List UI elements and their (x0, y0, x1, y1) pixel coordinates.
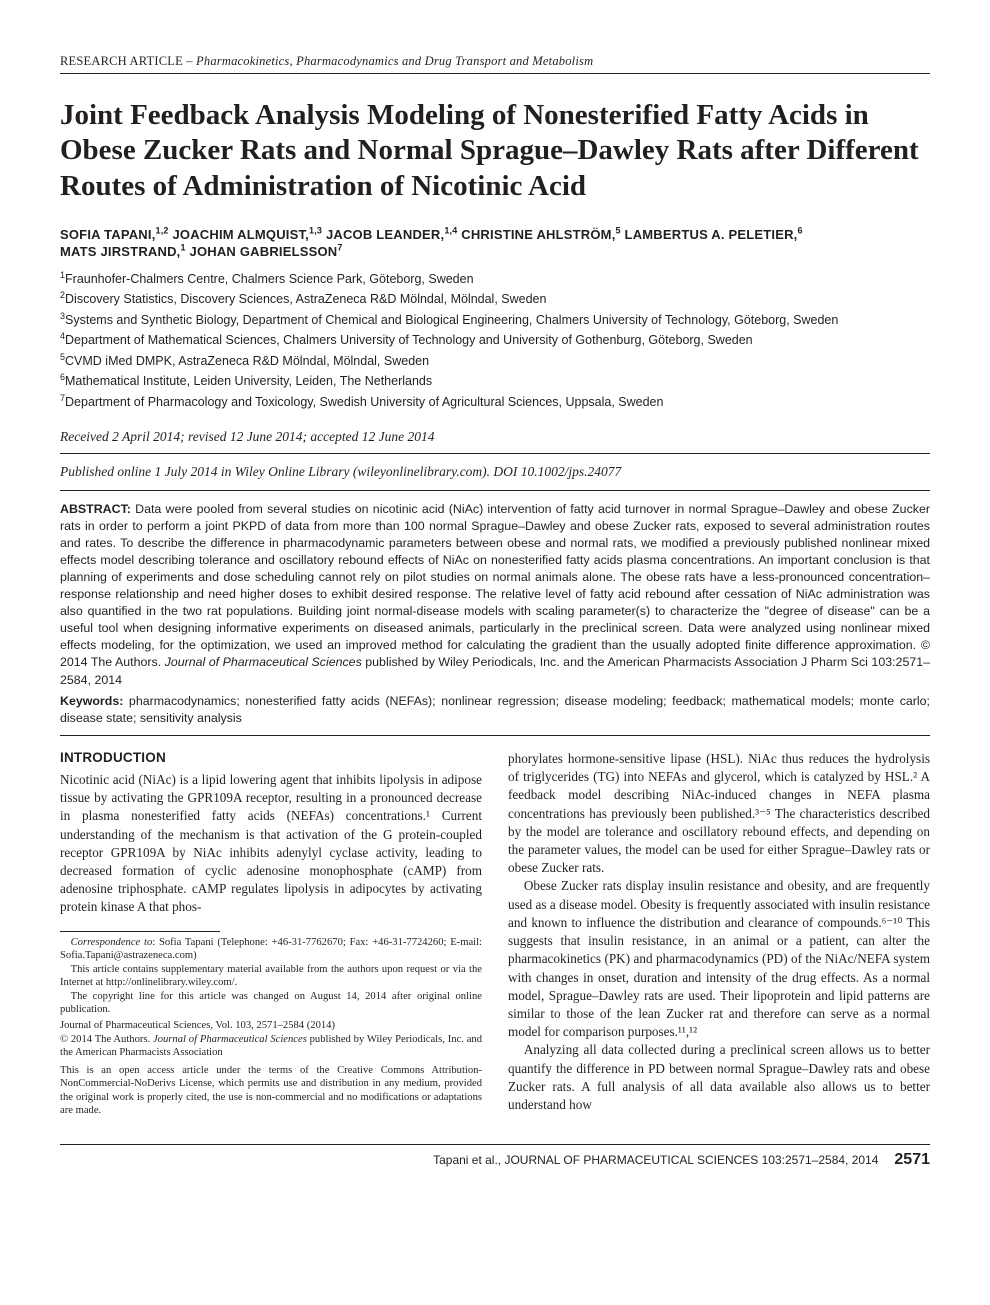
keywords-label: Keywords: (60, 694, 123, 708)
paragraph: Nicotinic acid (NiAc) is a lipid lowerin… (60, 771, 482, 917)
abstract: ABSTRACT: Data were pooled from several … (60, 501, 930, 689)
author: JACOB LEANDER,1,4 (326, 227, 458, 242)
paragraph: Analyzing all data collected during a pr… (508, 1041, 930, 1114)
two-column-body: INTRODUCTION Nicotinic acid (NiAc) is a … (60, 750, 930, 1118)
paragraph: Obese Zucker rats display insulin resist… (508, 877, 930, 1041)
publication-line: Published online 1 July 2014 in Wiley On… (60, 464, 930, 480)
footnote: © 2014 The Authors. Journal of Pharmaceu… (60, 1033, 482, 1060)
affiliation-list: 1Fraunhofer-Chalmers Centre, Chalmers Sc… (60, 269, 930, 413)
footer-citation: Tapani et al., JOURNAL OF PHARMACEUTICAL… (433, 1153, 878, 1167)
author: MATS JIRSTRAND,1 (60, 244, 186, 259)
body-text: Nicotinic acid (NiAc) is a lipid lowerin… (60, 771, 482, 917)
paragraph: phorylates hormone-sensitive lipase (HSL… (508, 750, 930, 878)
divider (60, 490, 930, 491)
footnotes: Correspondence to: Sofia Tapani (Telepho… (60, 936, 482, 1118)
author: SOFIA TAPANI,1,2 (60, 227, 169, 242)
author-list: SOFIA TAPANI,1,2 JOACHIM ALMQUIST,1,3 JA… (60, 226, 930, 259)
affiliation: 5CVMD iMed DMPK, AstraZeneca R&D Mölndal… (60, 351, 930, 372)
affiliation: 7Department of Pharmacology and Toxicolo… (60, 392, 930, 413)
page-footer: Tapani et al., JOURNAL OF PHARMACEUTICAL… (60, 1144, 930, 1169)
author: JOHAN GABRIELSSON7 (190, 244, 343, 259)
affiliation: 2Discovery Statistics, Discovery Science… (60, 289, 930, 310)
section-heading-introduction: INTRODUCTION (60, 750, 482, 765)
article-title: Joint Feedback Analysis Modeling of None… (60, 98, 930, 204)
footnote: Journal of Pharmaceutical Sciences, Vol.… (60, 1019, 482, 1033)
abstract-label: ABSTRACT: (60, 502, 131, 516)
divider (60, 453, 930, 454)
keywords: Keywords: pharmacodynamics; nonesterifie… (60, 693, 930, 727)
article-history: Received 2 April 2014; revised 12 June 2… (60, 429, 930, 445)
left-column: INTRODUCTION Nicotinic acid (NiAc) is a … (60, 750, 482, 1118)
running-head-topic: Pharmacokinetics, Pharmacodynamics and D… (196, 54, 593, 68)
affiliation: 1Fraunhofer-Chalmers Centre, Chalmers Sc… (60, 269, 930, 290)
abstract-text: Data were pooled from several studies on… (60, 502, 930, 670)
running-head-label: RESEARCH ARTICLE – (60, 54, 196, 68)
divider (60, 735, 930, 736)
footnote: This is an open access article under the… (60, 1064, 482, 1118)
keywords-text: pharmacodynamics; nonesterified fatty ac… (60, 694, 930, 725)
footnote: The copyright line for this article was … (60, 990, 482, 1017)
running-head: RESEARCH ARTICLE – Pharmacokinetics, Pha… (60, 54, 930, 74)
affiliation: 4Department of Mathematical Sciences, Ch… (60, 330, 930, 351)
right-column: phorylates hormone-sensitive lipase (HSL… (508, 750, 930, 1118)
author: LAMBERTUS A. PELETIER,6 (625, 227, 803, 242)
journal-name: Journal of Pharmaceutical Sciences (165, 655, 362, 669)
footnote-divider (60, 931, 220, 932)
affiliation: 3Systems and Synthetic Biology, Departme… (60, 310, 930, 331)
page: RESEARCH ARTICLE – Pharmacokinetics, Pha… (0, 0, 990, 1205)
author: CHRISTINE AHLSTRÖM,5 (461, 227, 620, 242)
page-number: 2571 (894, 1151, 930, 1169)
footnote: Correspondence to: Sofia Tapani (Telepho… (60, 936, 482, 963)
author: JOACHIM ALMQUIST,1,3 (172, 227, 322, 242)
footnote: This article contains supplementary mate… (60, 963, 482, 990)
body-text: phorylates hormone-sensitive lipase (HSL… (508, 750, 930, 1114)
affiliation: 6Mathematical Institute, Leiden Universi… (60, 371, 930, 392)
